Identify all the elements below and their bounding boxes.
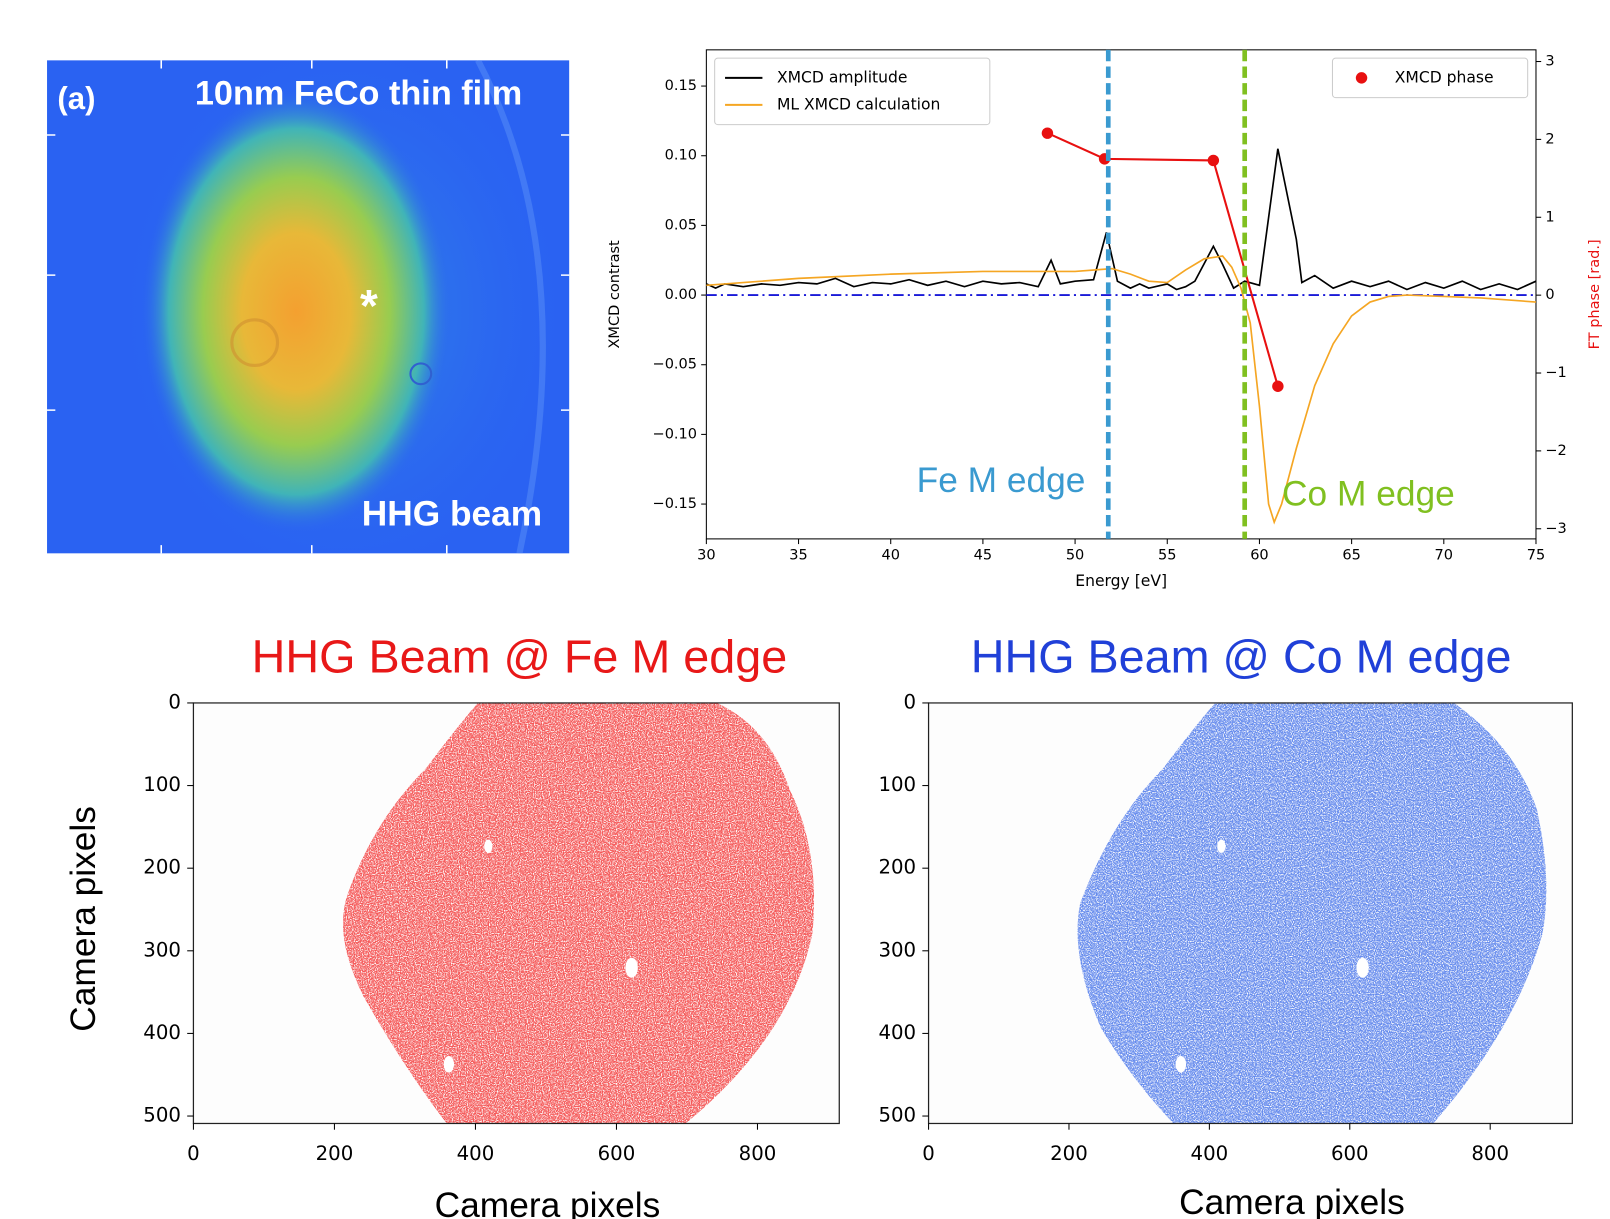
- dust-spot: [1217, 839, 1226, 853]
- edge-label: Co M edge: [1282, 475, 1455, 514]
- y2-tick-label: 3: [1545, 54, 1554, 70]
- edge-label: Fe M edge: [917, 461, 1086, 500]
- x-tick-label: 800: [739, 1142, 777, 1165]
- y-tick-label: 300: [878, 938, 916, 961]
- y-tick-label: −0.05: [653, 357, 697, 373]
- y-tick-label: 100: [143, 773, 181, 796]
- x-tick-label: 800: [1471, 1142, 1509, 1165]
- y-tick-label: −0.15: [653, 496, 697, 512]
- x-axis-label: Camera pixels: [1179, 1183, 1405, 1219]
- panel-title: HHG Beam @ Fe M edge: [252, 631, 788, 683]
- x-tick-label: 200: [1050, 1142, 1088, 1165]
- dust-spot: [625, 957, 638, 978]
- marker-star: *: [360, 280, 378, 331]
- x-axis-label: Camera pixels: [435, 1186, 661, 1219]
- axes-frame: [927, 702, 1573, 1125]
- y-tick-label: 0.10: [665, 148, 697, 164]
- y-tick-label: 0.05: [665, 217, 697, 233]
- y2-axis-label: FT phase [rad.]: [1587, 239, 1603, 349]
- legend-marker: [1355, 72, 1368, 84]
- y-tick-label: 400: [143, 1021, 181, 1044]
- x-tick-label: 75: [1527, 548, 1545, 564]
- dust-spot: [484, 839, 493, 853]
- legend-label: ML XMCD calculation: [777, 95, 940, 113]
- x-tick-label: 30: [697, 548, 715, 564]
- y2-tick-label: 1: [1545, 209, 1554, 225]
- x-tick-label: 0: [187, 1142, 200, 1165]
- x-tick-label: 65: [1342, 548, 1360, 564]
- y-tick-label: 200: [143, 856, 181, 879]
- image-annotation: HHG beam: [362, 494, 542, 533]
- x-tick-label: 60: [1250, 548, 1268, 564]
- image-title: 10nm FeCo thin film: [195, 75, 522, 113]
- beam-image: [47, 60, 570, 554]
- x-tick-label: 600: [598, 1142, 636, 1165]
- x-tick-label: 70: [1435, 548, 1453, 564]
- x-tick-label: 40: [881, 548, 899, 564]
- legend-box: [1331, 57, 1529, 99]
- x-tick-label: 50: [1066, 548, 1084, 564]
- y-tick-label: 0.15: [665, 78, 697, 94]
- y-tick-label: 500: [143, 1104, 181, 1127]
- y-tick-label: 300: [143, 938, 181, 961]
- dust-spot: [443, 1055, 455, 1073]
- y2-tick-label: −1: [1545, 365, 1566, 381]
- phase-point: [1041, 127, 1054, 139]
- legend-box: [714, 57, 991, 126]
- y-tick-label: 200: [878, 856, 916, 879]
- series-line: [706, 148, 1537, 291]
- y-tick-label: 0: [168, 690, 181, 713]
- series-line: [706, 255, 1537, 525]
- dust-spot: [1175, 1055, 1187, 1073]
- noise-field: [342, 702, 815, 1124]
- axes-frame: [192, 702, 840, 1125]
- x-tick-label: 600: [1331, 1142, 1369, 1165]
- x-tick-label: 45: [974, 548, 992, 564]
- y2-tick-label: −2: [1545, 443, 1566, 459]
- phase-point: [1272, 380, 1284, 392]
- panel-title: HHG Beam @ Co M edge: [971, 631, 1512, 683]
- dust-spot: [1356, 957, 1369, 978]
- x-tick-label: 35: [789, 548, 807, 564]
- y-tick-label: 0: [904, 690, 917, 713]
- y2-tick-label: 0: [1545, 287, 1554, 303]
- y2-tick-label: 2: [1545, 131, 1554, 147]
- y-tick-label: 100: [878, 773, 916, 796]
- y2-tick-label: −3: [1545, 521, 1566, 537]
- x-tick-label: 400: [1191, 1142, 1229, 1165]
- x-tick-label: 0: [922, 1142, 935, 1165]
- panel-label: (a): [57, 81, 95, 116]
- frame-ticks: [47, 60, 570, 554]
- x-tick-label: 400: [457, 1142, 495, 1165]
- x-axis-label: Energy [eV]: [1075, 572, 1167, 590]
- y-axis-label: Camera pixels: [64, 806, 103, 1032]
- y-tick-label: −0.10: [653, 426, 697, 442]
- x-tick-label: 200: [316, 1142, 354, 1165]
- y-tick-label: 0.00: [665, 287, 697, 303]
- legend-label: XMCD phase: [1395, 68, 1494, 86]
- y-axis-label: XMCD contrast: [607, 240, 623, 349]
- y-tick-label: 400: [878, 1021, 916, 1044]
- y-tick-label: 500: [878, 1104, 916, 1127]
- phase-point: [1207, 154, 1220, 167]
- legend-label: XMCD amplitude: [777, 68, 908, 86]
- beam-intensity: [342, 702, 815, 1124]
- x-tick-label: 55: [1158, 548, 1176, 564]
